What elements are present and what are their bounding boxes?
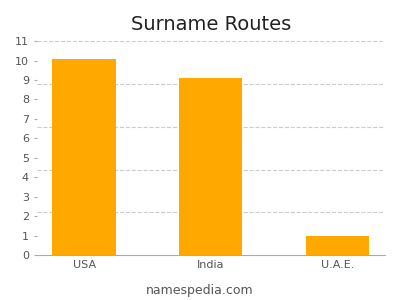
Bar (306, 236, 369, 255)
Text: namespedia.com: namespedia.com (146, 284, 254, 297)
Bar (179, 78, 242, 255)
Bar (52, 58, 116, 255)
Title: Surname Routes: Surname Routes (131, 15, 291, 34)
